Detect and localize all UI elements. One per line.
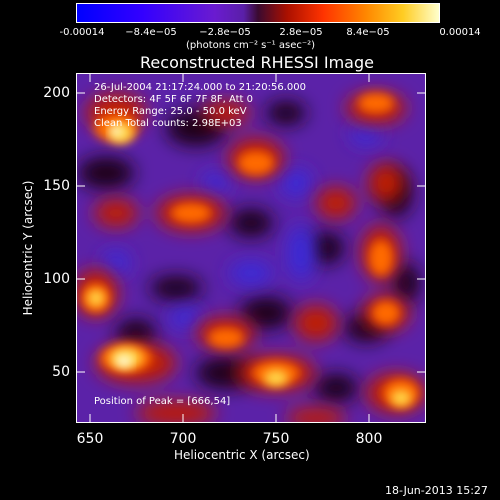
info-line-energy-range: Energy Range: 25.0 - 50.0 keV — [94, 106, 247, 117]
footer-timestamp: 18-Jun-2013 15:27 — [385, 484, 488, 497]
info-line-algorithm-counts: Clean Total counts: 2.98E+03 — [94, 118, 242, 129]
colorbar-tick-label: −2.8e−05 — [199, 27, 251, 38]
peak-position-label: Position of Peak = [666,54] — [94, 396, 231, 407]
info-line-detectors: Detectors: 4F 5F 6F 7F 8F, Att 0 — [94, 94, 254, 105]
x-axis-label: Heliocentric X (arcsec) — [174, 448, 310, 462]
image-plot-area: 26-Jul-2004 21:17:24.000 to 21:20:56.000… — [76, 73, 426, 423]
colorbar-tick-label: 8.4e−05 — [346, 27, 390, 38]
colorbar-tick-label: -0.00014 — [59, 27, 105, 38]
reconstructed-image — [76, 73, 426, 423]
colorbar-tick-label: 0.00014 — [439, 27, 481, 38]
x-tick-label: 650 — [76, 431, 104, 447]
y-tick-label: 100 — [43, 271, 70, 287]
colorbar-units-label: (photons cm⁻² s⁻¹ asec⁻²) — [186, 40, 316, 51]
y-tick-label: 150 — [43, 178, 70, 194]
colorbar — [76, 3, 440, 23]
y-tick-label: 200 — [43, 85, 70, 101]
x-tick-label: 750 — [262, 431, 290, 447]
plot-title: Reconstructed RHESSI Image — [140, 53, 374, 72]
colorbar-tick-label: 2.8e−05 — [279, 27, 323, 38]
info-line-time-range: 26-Jul-2004 21:17:24.000 to 21:20:56.000 — [94, 82, 306, 93]
y-tick-label: 50 — [52, 364, 70, 380]
y-axis-label: Heliocentric Y (arcsec) — [21, 180, 35, 316]
x-tick-label: 800 — [355, 431, 383, 447]
x-tick-label: 700 — [169, 431, 197, 447]
colorbar-tick-label: −8.4e−05 — [125, 27, 177, 38]
